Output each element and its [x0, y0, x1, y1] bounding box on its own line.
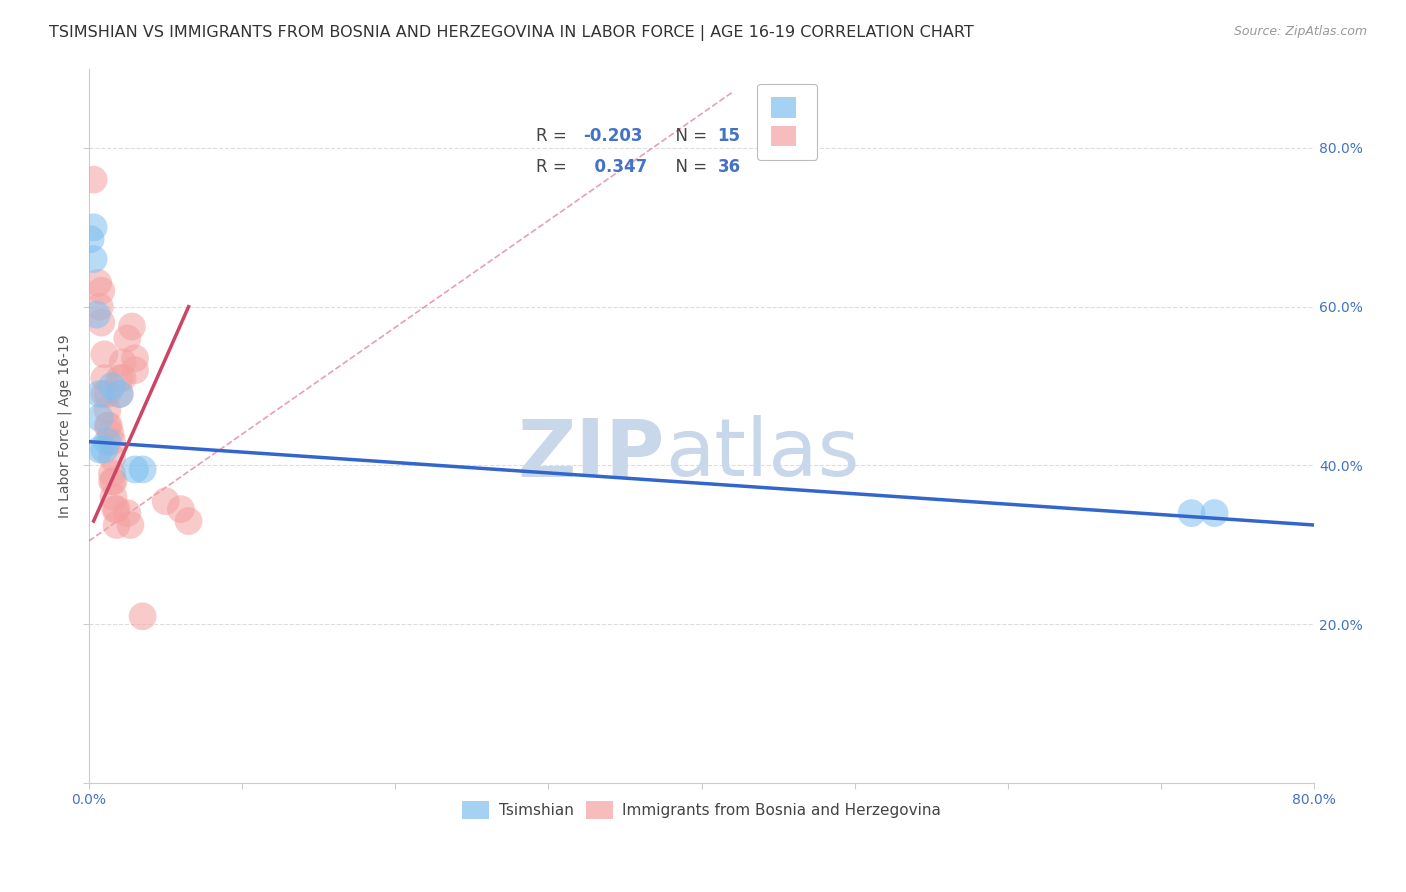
Text: 36: 36: [717, 158, 741, 176]
Point: [108, 387, 131, 401]
Point: [93, 442, 115, 457]
Point: [104, 502, 127, 516]
Text: atlas: atlas: [665, 416, 859, 493]
Point: [79, 232, 101, 246]
Text: TSIMSHIAN VS IMMIGRANTS FROM BOSNIA AND HERZEGOVINA IN LABOR FORCE | AGE 16-19 C: TSIMSHIAN VS IMMIGRANTS FROM BOSNIA AND …: [49, 25, 974, 41]
Point: [89, 410, 111, 425]
Point: [96, 403, 118, 417]
Point: [120, 518, 142, 533]
Point: [131, 462, 153, 476]
Point: [117, 506, 139, 520]
Point: [83, 252, 105, 266]
Y-axis label: In Labor Force | Age 16-19: In Labor Force | Age 16-19: [58, 334, 72, 517]
Text: R =: R =: [536, 128, 572, 145]
Point: [1181, 506, 1204, 520]
Point: [96, 434, 118, 449]
Point: [111, 355, 134, 369]
Point: [101, 379, 124, 393]
Legend: Tsimshian, Immigrants from Bosnia and Herzegovina: Tsimshian, Immigrants from Bosnia and He…: [456, 795, 948, 825]
Point: [83, 220, 105, 235]
Point: [103, 490, 125, 504]
Point: [111, 371, 134, 385]
Point: [117, 331, 139, 345]
Point: [89, 300, 111, 314]
Point: [87, 276, 110, 290]
Point: [89, 442, 111, 457]
Point: [101, 467, 124, 481]
Text: N =: N =: [665, 158, 713, 176]
Point: [93, 347, 115, 361]
Text: -0.203: -0.203: [582, 128, 643, 145]
Text: 0.347: 0.347: [582, 158, 647, 176]
Point: [155, 494, 177, 508]
Text: R =: R =: [536, 158, 572, 176]
Text: 15: 15: [717, 128, 741, 145]
Point: [124, 363, 146, 377]
Point: [100, 426, 122, 441]
Point: [86, 308, 108, 322]
Point: [101, 450, 124, 465]
Point: [83, 172, 105, 186]
Point: [103, 475, 125, 489]
Point: [1204, 506, 1226, 520]
Point: [96, 418, 118, 433]
Point: [121, 319, 143, 334]
Point: [105, 518, 128, 533]
Point: [90, 316, 112, 330]
Point: [93, 387, 115, 401]
Point: [96, 387, 118, 401]
Point: [90, 284, 112, 298]
Point: [101, 475, 124, 489]
Point: [105, 502, 128, 516]
Point: [170, 502, 193, 516]
Text: ZIP: ZIP: [517, 416, 665, 493]
Point: [124, 351, 146, 366]
Point: [108, 371, 131, 385]
Point: [89, 387, 111, 401]
Point: [101, 434, 124, 449]
Text: N =: N =: [665, 128, 713, 145]
Point: [93, 371, 115, 385]
Point: [108, 387, 131, 401]
Point: [131, 609, 153, 624]
Point: [97, 418, 120, 433]
Point: [124, 462, 146, 476]
Point: [177, 514, 200, 528]
Text: Source: ZipAtlas.com: Source: ZipAtlas.com: [1233, 25, 1367, 38]
